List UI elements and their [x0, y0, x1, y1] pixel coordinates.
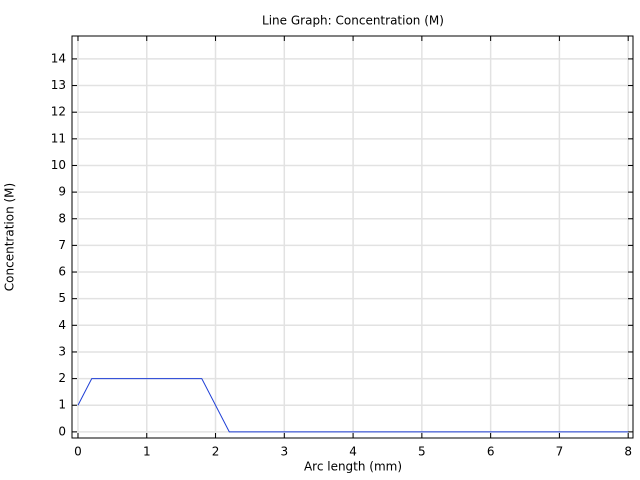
y-tick-label: 10: [51, 158, 66, 172]
y-tick-label: 4: [58, 318, 66, 332]
x-tick-label: 2: [212, 445, 220, 459]
data-line: [77, 378, 629, 433]
chart-title: Line Graph: Concentration (M): [262, 14, 444, 28]
y-tick-label: 5: [58, 291, 66, 305]
y-tick-label: 3: [58, 344, 66, 358]
y-tick-label: 8: [58, 211, 66, 225]
y-tick-label: 13: [51, 78, 66, 92]
x-tick-label: 8: [624, 445, 632, 459]
y-tick-label: 9: [58, 185, 66, 199]
x-tick-label: 7: [556, 445, 564, 459]
x-tick-label: 5: [418, 445, 426, 459]
x-tick-label: 4: [349, 445, 357, 459]
x-tick-label: 3: [280, 445, 288, 459]
x-axis-label: Arc length (mm): [304, 460, 402, 474]
y-tick-label: 7: [58, 238, 66, 252]
y-tick-label: 12: [51, 105, 66, 119]
y-tick-label: 1: [58, 398, 66, 412]
y-tick-label: 14: [51, 51, 66, 65]
y-axis-label: Concentration (M): [3, 183, 17, 291]
y-tick-label: 2: [58, 371, 66, 385]
plot-frame: [71, 35, 634, 439]
y-tick-label: 11: [51, 131, 66, 145]
x-tick-label: 6: [487, 445, 495, 459]
x-tick-label: 1: [143, 445, 151, 459]
y-tick-label: 6: [58, 265, 66, 279]
y-tick-label: 0: [58, 424, 66, 438]
x-tick-label: 0: [74, 445, 82, 459]
